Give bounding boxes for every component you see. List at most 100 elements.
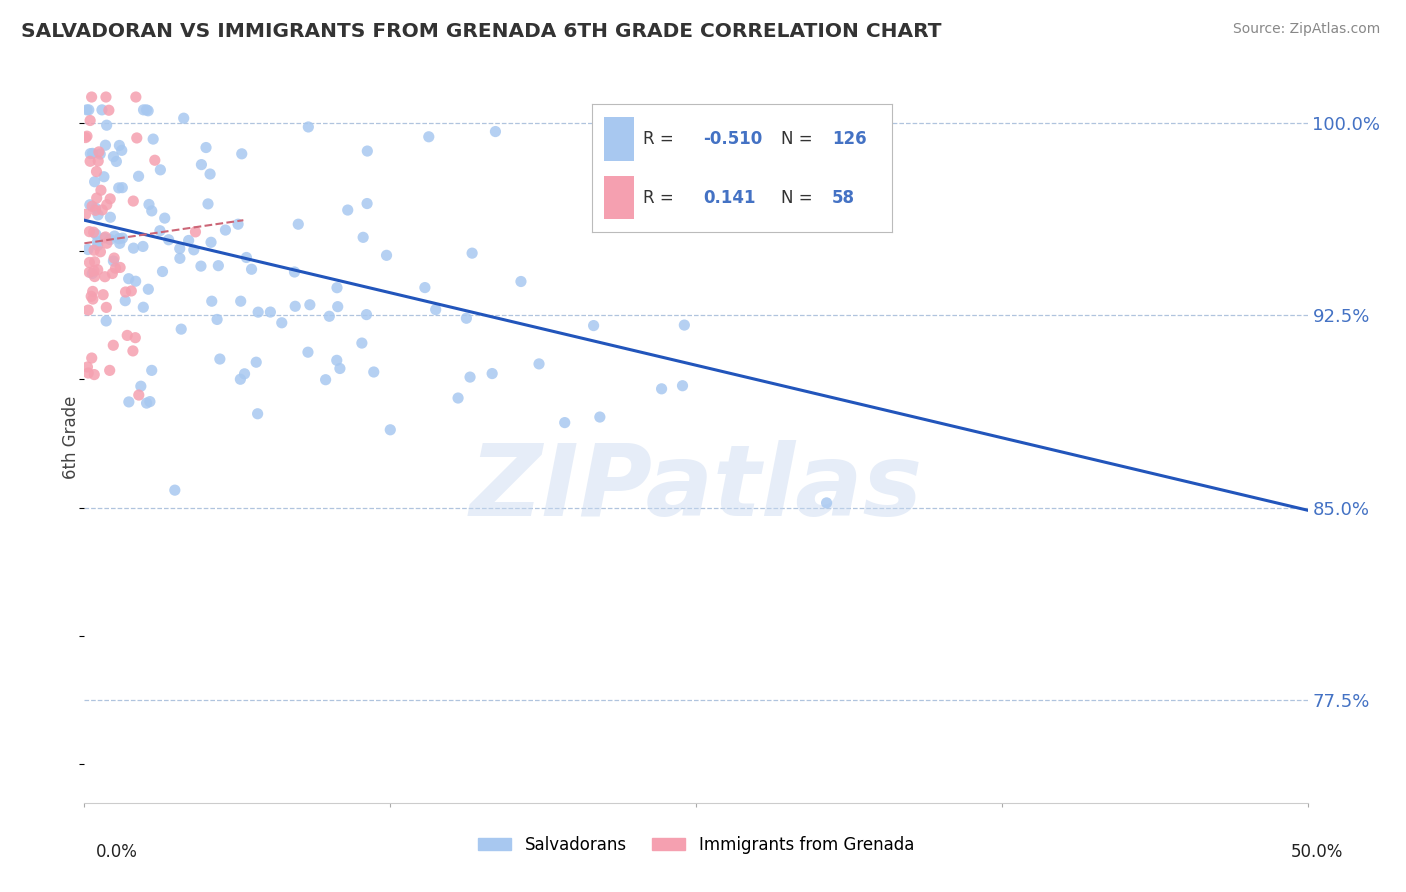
Point: [582, 318, 605, 333]
Point: [297, 345, 319, 359]
Point: [114, 285, 136, 299]
Point: [318, 310, 340, 324]
Point: [142, 132, 165, 146]
Point: [356, 308, 378, 322]
Point: [103, 229, 125, 244]
Point: [108, 260, 131, 275]
Point: [94, 269, 117, 284]
Point: [207, 259, 229, 273]
Point: [554, 416, 576, 430]
Point: [589, 410, 612, 425]
Point: [815, 496, 838, 510]
Point: [651, 382, 673, 396]
Point: [136, 103, 159, 118]
Point: [183, 243, 205, 257]
Point: [315, 373, 337, 387]
Point: [375, 248, 398, 262]
Point: [96, 118, 118, 132]
Point: [108, 236, 131, 251]
Point: [77, 243, 100, 257]
Point: [91, 202, 114, 217]
Point: [82, 267, 104, 281]
Point: [79, 198, 101, 212]
Point: [124, 331, 146, 345]
Point: [101, 267, 124, 281]
Point: [83, 264, 105, 278]
Point: [235, 251, 257, 265]
Point: [76, 359, 98, 374]
Point: [91, 103, 114, 117]
Point: [105, 154, 128, 169]
Point: [195, 140, 218, 154]
Point: [107, 181, 129, 195]
Point: [157, 233, 180, 247]
Point: [128, 169, 150, 184]
Text: 0.0%: 0.0%: [96, 843, 138, 861]
Point: [82, 146, 104, 161]
Point: [673, 318, 696, 332]
Point: [93, 169, 115, 184]
Point: [111, 144, 134, 158]
Point: [447, 391, 470, 405]
Point: [77, 303, 100, 318]
Point: [329, 361, 352, 376]
Point: [169, 252, 191, 266]
Point: [481, 367, 503, 381]
Point: [86, 238, 108, 252]
Point: [89, 147, 111, 161]
Point: [114, 293, 136, 308]
Point: [132, 300, 155, 314]
Point: [75, 130, 97, 145]
Point: [103, 254, 125, 268]
Point: [77, 103, 100, 117]
Point: [108, 138, 131, 153]
Point: [352, 230, 374, 244]
Point: [83, 175, 105, 189]
Point: [297, 120, 319, 134]
Point: [76, 129, 98, 144]
Point: [173, 112, 195, 126]
Point: [200, 235, 222, 250]
Point: [76, 103, 98, 117]
Point: [83, 225, 105, 239]
Point: [170, 322, 193, 336]
Point: [82, 292, 104, 306]
Point: [139, 394, 162, 409]
Point: [132, 103, 155, 117]
Point: [149, 162, 172, 177]
Point: [231, 146, 253, 161]
Point: [380, 423, 402, 437]
Point: [169, 242, 191, 256]
Point: [138, 197, 160, 211]
Point: [122, 194, 145, 208]
Point: [84, 201, 107, 215]
Point: [132, 239, 155, 253]
Point: [103, 150, 125, 164]
Point: [93, 231, 115, 245]
Point: [184, 225, 207, 239]
Point: [118, 395, 141, 409]
Point: [83, 254, 105, 268]
Point: [103, 251, 125, 265]
Point: [80, 289, 103, 303]
Point: [298, 298, 321, 312]
Point: [413, 280, 436, 294]
Legend: Salvadorans, Immigrants from Grenada: Salvadorans, Immigrants from Grenada: [471, 829, 921, 860]
Point: [527, 357, 550, 371]
Point: [100, 211, 122, 225]
Point: [86, 191, 108, 205]
Point: [141, 203, 163, 218]
Point: [97, 103, 120, 118]
Point: [163, 483, 186, 498]
Point: [458, 370, 481, 384]
Point: [83, 269, 105, 284]
Point: [82, 199, 104, 213]
Point: [198, 167, 221, 181]
Point: [98, 233, 121, 247]
Point: [425, 302, 447, 317]
Point: [229, 372, 252, 386]
Point: [208, 352, 231, 367]
Point: [98, 192, 121, 206]
Point: [356, 196, 378, 211]
Point: [205, 312, 228, 326]
